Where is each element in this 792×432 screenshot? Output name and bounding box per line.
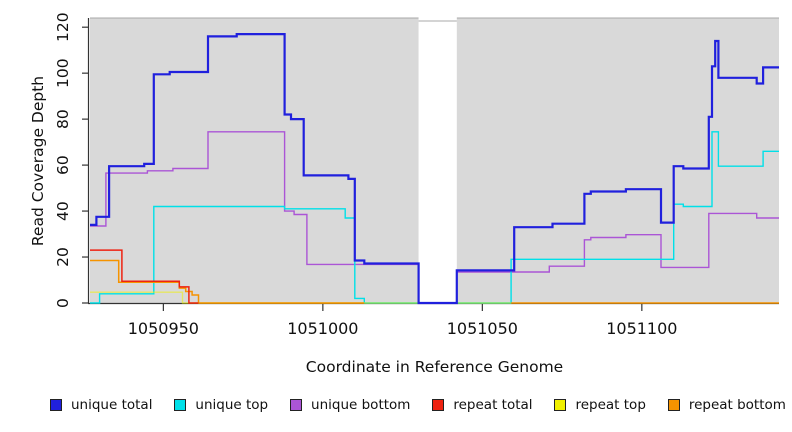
legend-item-repeat-top: repeat top <box>554 397 646 413</box>
x-tick-label: 1051050 <box>447 319 518 338</box>
legend-item-unique-bottom: unique bottom <box>290 397 410 413</box>
legend-item-unique-top: unique top <box>174 397 268 413</box>
y-axis-title: Read Coverage Depth <box>29 75 47 247</box>
legend-item-repeat-bottom: repeat bottom <box>667 397 786 413</box>
legend-swatch-unique-bottom <box>290 399 303 411</box>
missing-data-band <box>418 12 457 303</box>
legend-swatch-unique-total <box>50 399 62 411</box>
series-line-repeat-bottom <box>90 259 365 304</box>
legend: unique total unique top unique bottom repea… <box>50 397 786 413</box>
legend-label: repeat total <box>453 397 533 413</box>
x-tick-label: 1051100 <box>606 319 677 338</box>
legend-label: repeat bottom <box>688 397 786 413</box>
legend-swatch-repeat-top <box>554 399 567 411</box>
series-line-unique-total <box>90 33 779 305</box>
y-tick-label: 40 <box>54 201 72 221</box>
legend-label: repeat top <box>575 397 646 413</box>
legend-label: unique total <box>71 397 153 413</box>
legend-item-unique-total: unique total <box>50 397 152 413</box>
legend-swatch-unique-top <box>174 399 187 411</box>
legend-item-repeat-total: repeat total <box>432 397 533 413</box>
legend-swatch-repeat-bottom <box>667 399 680 411</box>
x-tick-label: 1051000 <box>287 319 358 338</box>
legend-swatch-repeat-total <box>432 399 445 411</box>
y-tick-label: 80 <box>54 109 72 129</box>
y-tick-label: 120 <box>54 12 72 42</box>
y-tick-label: 20 <box>54 247 72 267</box>
y-tick-label: 60 <box>54 155 72 175</box>
legend-label: unique top <box>195 397 269 413</box>
legend-label: unique bottom <box>311 397 411 413</box>
y-tick-label: 100 <box>54 58 72 88</box>
y-tick-label: 0 <box>54 298 72 308</box>
x-tick-label: 1050950 <box>128 319 199 338</box>
x-axis-title: Coordinate in Reference Genome <box>305 358 564 376</box>
series-line-repeat-total <box>90 249 199 304</box>
